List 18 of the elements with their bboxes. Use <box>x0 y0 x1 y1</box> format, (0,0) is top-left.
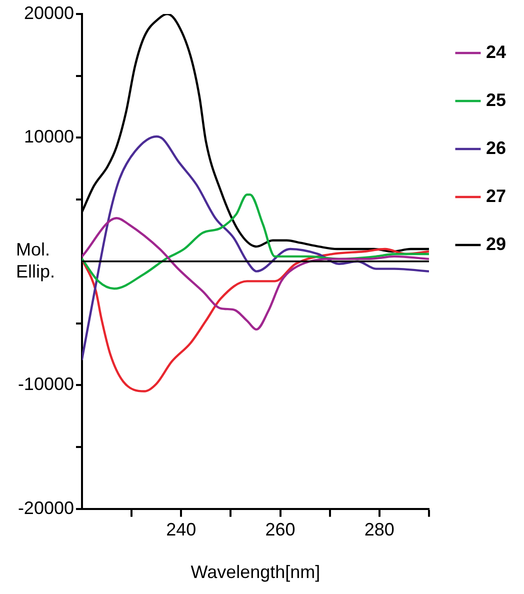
y-tick-label: 20000 <box>24 2 74 23</box>
line-series <box>82 248 429 392</box>
y-tick-label: 10000 <box>24 126 74 147</box>
legend-label: 27 <box>486 186 506 206</box>
y-tick-label: -20000 <box>18 498 74 518</box>
legend-label: 24 <box>486 42 506 62</box>
x-tick-label: 240 <box>166 520 196 540</box>
legend-label: 29 <box>486 234 506 254</box>
x-axis-title: Wavelength[nm] <box>190 562 320 582</box>
line-series <box>82 194 429 290</box>
legend-label: 25 <box>486 90 506 110</box>
legend-label: 26 <box>486 138 506 158</box>
y-axis-title: Mol. Ellip. <box>16 239 56 282</box>
line-series <box>82 135 429 360</box>
y-tick-label: -10000 <box>18 374 74 394</box>
x-tick-label: 280 <box>364 520 394 540</box>
line-series <box>82 217 429 331</box>
x-tick-label: 260 <box>265 520 296 540</box>
